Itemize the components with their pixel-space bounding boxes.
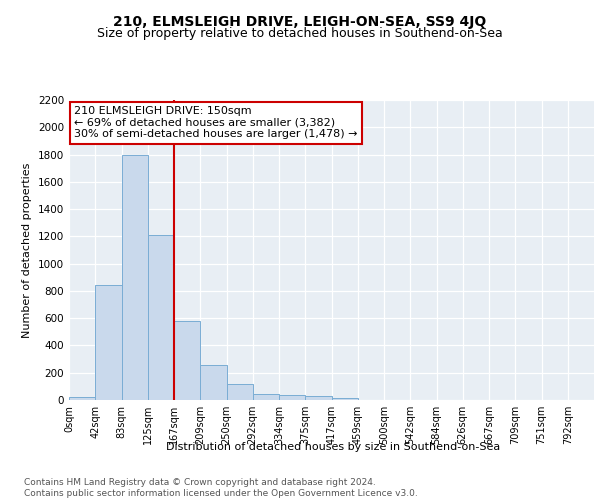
Bar: [69, 396, 95, 400]
Bar: [95, 286, 121, 400]
Bar: [331, 398, 358, 400]
Bar: [148, 235, 174, 400]
Y-axis label: Number of detached properties: Number of detached properties: [22, 162, 32, 338]
Text: Size of property relative to detached houses in Southend-on-Sea: Size of property relative to detached ho…: [97, 28, 503, 40]
Bar: [227, 384, 253, 400]
Bar: [253, 394, 279, 400]
Text: Distribution of detached houses by size in Southend-on-Sea: Distribution of detached houses by size …: [166, 442, 500, 452]
Bar: [174, 321, 200, 400]
Text: 210, ELMSLEIGH DRIVE, LEIGH-ON-SEA, SS9 4JQ: 210, ELMSLEIGH DRIVE, LEIGH-ON-SEA, SS9 …: [113, 15, 487, 29]
Bar: [200, 365, 227, 400]
Bar: [305, 396, 331, 400]
Bar: [279, 395, 305, 400]
Text: 210 ELMSLEIGH DRIVE: 150sqm
← 69% of detached houses are smaller (3,382)
30% of : 210 ELMSLEIGH DRIVE: 150sqm ← 69% of det…: [74, 106, 358, 139]
Text: Contains HM Land Registry data © Crown copyright and database right 2024.
Contai: Contains HM Land Registry data © Crown c…: [24, 478, 418, 498]
Bar: [121, 154, 148, 400]
